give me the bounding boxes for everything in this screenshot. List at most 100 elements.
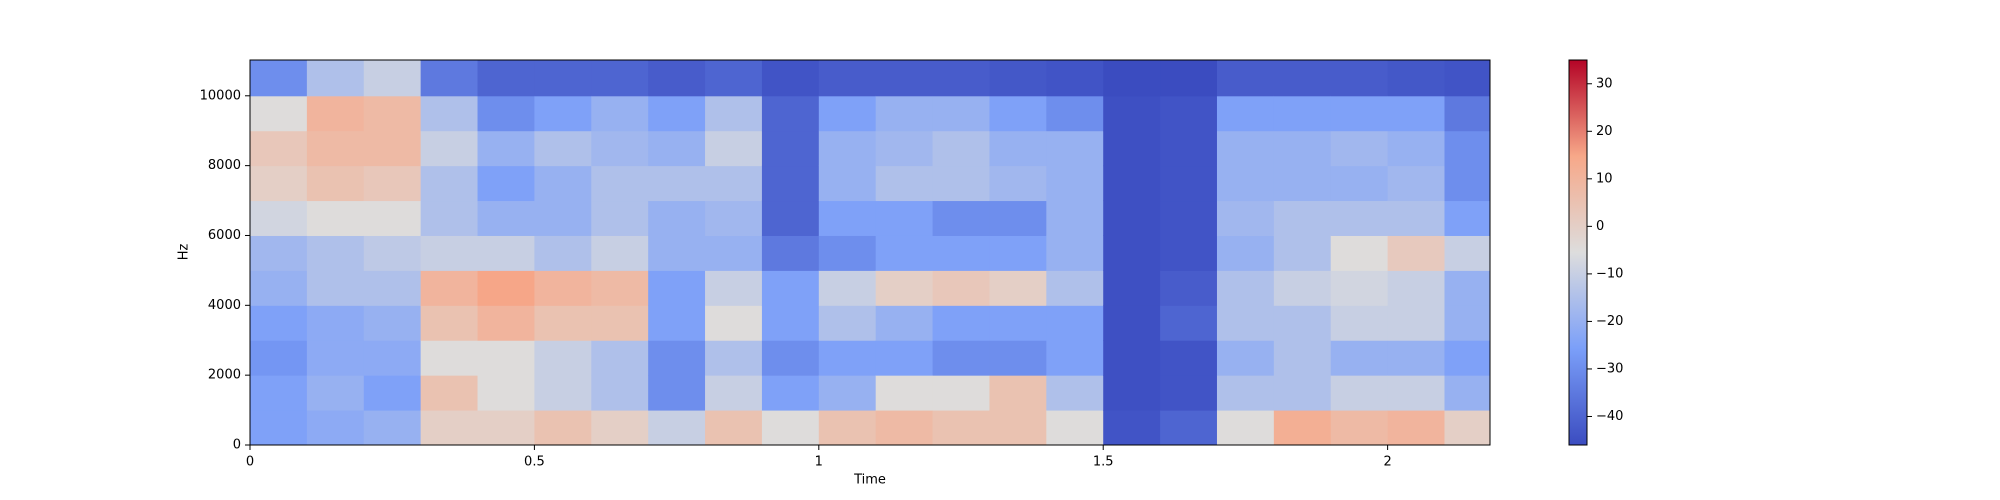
- cell: [1046, 60, 1104, 97]
- cell: [1216, 410, 1275, 446]
- cell: [648, 270, 706, 306]
- colorbar-tick-label: 10: [1596, 171, 1613, 186]
- cell: [306, 375, 365, 411]
- cell: [1330, 375, 1389, 411]
- cell: [1103, 235, 1161, 271]
- cell: [250, 200, 308, 236]
- cell: [420, 410, 479, 446]
- cell: [1160, 165, 1218, 202]
- cell: [306, 130, 365, 167]
- cell: [932, 235, 990, 271]
- cell: [420, 270, 479, 306]
- cell: [875, 305, 934, 341]
- plot-frame: [249, 59, 1491, 446]
- colorbar-tick-label: 30: [1596, 76, 1613, 91]
- cell: [1330, 130, 1389, 167]
- cell: [1387, 200, 1445, 236]
- cell: [363, 340, 422, 376]
- cell: [591, 130, 649, 167]
- cell: [1330, 95, 1389, 132]
- cell: [1046, 235, 1104, 271]
- cell: [705, 165, 763, 202]
- cell: [648, 200, 706, 236]
- cell: [534, 340, 592, 376]
- cell: [875, 60, 934, 97]
- cell: [1216, 95, 1275, 132]
- cell: [1216, 235, 1275, 271]
- cell: [1330, 200, 1389, 236]
- cell: [761, 235, 820, 271]
- cell: [534, 305, 592, 341]
- cell: [1160, 375, 1218, 411]
- cell: [477, 305, 535, 341]
- cell: [1444, 165, 1491, 202]
- cell: [761, 60, 820, 97]
- cell: [875, 340, 934, 376]
- cell: [1444, 130, 1491, 167]
- cell: [1160, 60, 1218, 97]
- cell: [306, 235, 365, 271]
- cell: [250, 130, 308, 167]
- cell: [705, 130, 763, 167]
- cell: [1444, 375, 1491, 411]
- cell: [477, 200, 535, 236]
- cell: [1387, 375, 1445, 411]
- cell: [591, 95, 649, 132]
- cell: [1160, 340, 1218, 376]
- cell: [534, 95, 592, 132]
- cell: [1273, 305, 1332, 341]
- cell: [363, 95, 422, 132]
- cell: [363, 165, 422, 202]
- cell: [420, 130, 479, 167]
- cell: [477, 95, 535, 132]
- cell: [534, 165, 592, 202]
- cell: [1103, 340, 1161, 376]
- colorbar-tick-label: −40: [1596, 409, 1623, 424]
- cell: [1103, 130, 1161, 167]
- cell: [250, 375, 308, 411]
- cell: [534, 60, 592, 97]
- cell: [1103, 165, 1161, 202]
- cell: [1273, 200, 1332, 236]
- cell: [761, 200, 820, 236]
- cell: [306, 305, 365, 341]
- cell: [1387, 340, 1445, 376]
- cell: [306, 95, 365, 132]
- cell: [1444, 200, 1491, 236]
- cell: [875, 130, 934, 167]
- cell: [591, 60, 649, 97]
- cell: [1444, 410, 1491, 446]
- cell: [1330, 165, 1389, 202]
- cell: [761, 95, 820, 132]
- cell: [761, 270, 820, 306]
- cell: [250, 410, 308, 446]
- cell: [250, 340, 308, 376]
- cell: [761, 130, 820, 167]
- cell: [534, 410, 592, 446]
- cell: [818, 60, 877, 97]
- cell: [591, 305, 649, 341]
- cell: [818, 410, 877, 446]
- cell: [1444, 235, 1491, 271]
- cell: [648, 410, 706, 446]
- cell: [1444, 60, 1491, 97]
- colorbar-tick-label: −30: [1596, 361, 1623, 376]
- heatmap: [250, 60, 1491, 446]
- cell: [306, 165, 365, 202]
- cell: [477, 60, 535, 97]
- cell: [989, 410, 1047, 446]
- cell: [1387, 305, 1445, 341]
- cell: [1273, 60, 1332, 97]
- cell: [932, 95, 990, 132]
- cell: [705, 95, 763, 132]
- cell: [250, 165, 308, 202]
- cell: [1330, 270, 1389, 306]
- cell: [761, 340, 820, 376]
- cell: [1216, 60, 1275, 97]
- cell: [648, 340, 706, 376]
- cell: [534, 130, 592, 167]
- cell: [477, 410, 535, 446]
- cell: [875, 200, 934, 236]
- cell: [932, 200, 990, 236]
- cell: [1444, 95, 1491, 132]
